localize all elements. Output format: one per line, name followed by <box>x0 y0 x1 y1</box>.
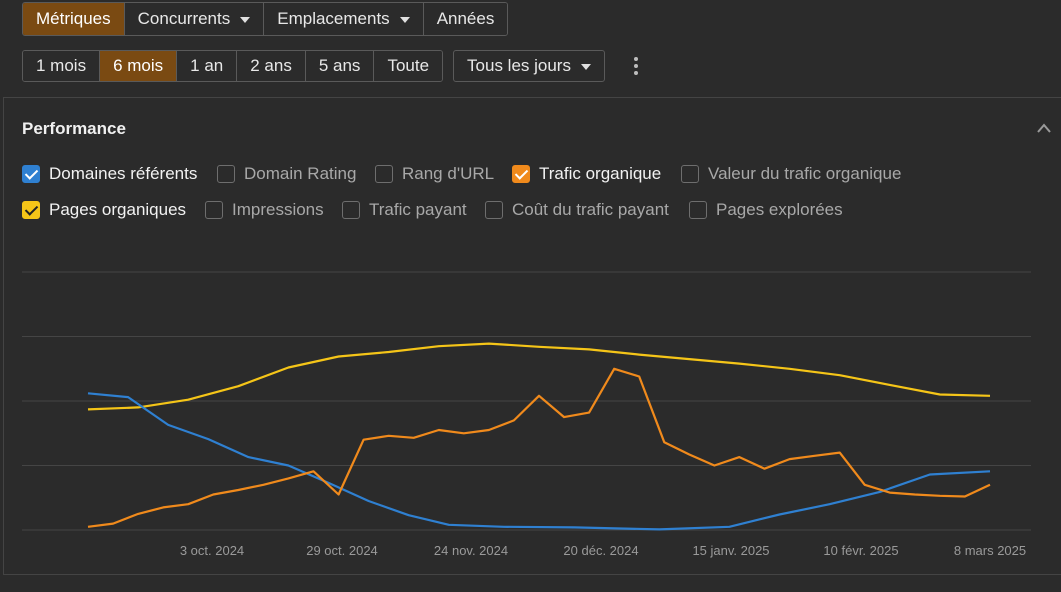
x-tick-label: 8 mars 2025 <box>954 543 1026 558</box>
x-tick-label: 24 nov. 2024 <box>434 543 508 558</box>
metric-cout-du-trafic-payant[interactable]: Coût du trafic payant <box>485 200 669 220</box>
metric-checkbox[interactable] <box>22 165 40 183</box>
metric-checkbox[interactable] <box>217 165 235 183</box>
range-label: Toute <box>387 56 430 75</box>
metric-impressions[interactable]: Impressions <box>205 200 324 220</box>
metric-trafic-payant[interactable]: Trafic payant <box>342 200 467 220</box>
metric-checkbox[interactable] <box>342 201 360 219</box>
series-line-0 <box>87 342 991 411</box>
metric-trafic-organique[interactable]: Trafic organique <box>512 164 661 184</box>
x-tick-label: 15 janv. 2025 <box>692 543 769 558</box>
tab-emplacements[interactable]: Emplacements <box>264 3 424 35</box>
metric-pages-organiques[interactable]: Pages organiques <box>22 200 186 220</box>
performance-panel <box>3 97 1061 575</box>
days-select-label: Tous les jours <box>467 56 571 75</box>
range-label: 6 mois <box>113 56 164 75</box>
metric-rang-d-url[interactable]: Rang d'URL <box>375 164 494 184</box>
tab-label: Emplacements <box>277 9 390 28</box>
metric-domaines-referents[interactable]: Domaines référents <box>22 164 197 184</box>
chevron-down-icon <box>240 17 251 23</box>
chevron-down-icon <box>580 64 591 70</box>
metric-label: Trafic payant <box>369 200 467 219</box>
metric-checkbox[interactable] <box>375 165 393 183</box>
range-label: 2 ans <box>250 56 292 75</box>
metric-valeur-du-trafic-organique[interactable]: Valeur du trafic organique <box>681 164 901 184</box>
tab-metriques[interactable]: Métriques <box>23 3 125 35</box>
range-toute[interactable]: Toute <box>374 51 443 81</box>
range-5-ans[interactable]: 5 ans <box>305 51 375 81</box>
series-line-2 <box>87 367 991 528</box>
tab-label: Concurrents <box>137 9 231 28</box>
metric-label: Domain Rating <box>244 164 357 183</box>
chevron-down-icon <box>399 17 410 23</box>
tab-annees[interactable]: Années <box>423 3 508 35</box>
range-label: 1 mois <box>36 56 87 75</box>
view-tabs: Métriques Concurrents Emplacements Années <box>22 2 509 36</box>
metric-label: Domaines référents <box>49 164 198 183</box>
series-line-1 <box>87 392 991 531</box>
x-tick-label: 29 oct. 2024 <box>306 543 378 558</box>
x-tick-label: 10 févr. 2025 <box>823 543 898 558</box>
metric-checkbox[interactable] <box>689 201 707 219</box>
metric-pages-explorees[interactable]: Pages explorées <box>689 200 843 220</box>
metric-label: Pages organiques <box>49 200 187 219</box>
metric-label: Trafic organique <box>539 164 662 183</box>
time-range-selector: 1 mois 6 mois 1 an 2 ans 5 ans Toute <box>22 50 444 82</box>
more-options-icon[interactable] <box>628 54 644 78</box>
metric-checkbox[interactable] <box>22 201 40 219</box>
x-tick-label: 3 oct. 2024 <box>180 543 244 558</box>
range-1-mois[interactable]: 1 mois <box>23 51 101 81</box>
tab-label: Métriques <box>36 9 111 28</box>
chevron-up-icon[interactable] <box>1036 122 1052 134</box>
performance-chart: 3 oct. 2024 29 oct. 2024 24 nov. 2024 20 dé… <box>22 271 1031 558</box>
metric-label: Pages explorées <box>716 200 843 219</box>
metric-label: Rang d'URL <box>402 164 495 183</box>
range-label: 1 an <box>190 56 224 75</box>
range-2-ans[interactable]: 2 ans <box>237 51 306 81</box>
range-1-an[interactable]: 1 an <box>177 51 238 81</box>
tab-label: Années <box>436 9 495 28</box>
metric-label: Coût du trafic payant <box>512 200 669 219</box>
metric-checkbox[interactable] <box>681 165 699 183</box>
metric-checkbox[interactable] <box>512 165 530 183</box>
metric-checkbox[interactable] <box>485 201 503 219</box>
x-tick-label: 20 déc. 2024 <box>563 543 638 558</box>
panel-title: Performance <box>22 119 126 138</box>
range-6-mois[interactable]: 6 mois <box>100 51 178 81</box>
days-select[interactable]: Tous les jours <box>453 50 605 82</box>
metric-label: Valeur du trafic organique <box>708 164 902 183</box>
metric-domain-rating[interactable]: Domain Rating <box>217 164 356 184</box>
metric-checkbox[interactable] <box>205 201 223 219</box>
metric-label: Impressions <box>232 200 324 219</box>
tab-concurrents[interactable]: Concurrents <box>124 3 265 35</box>
range-label: 5 ans <box>318 56 361 75</box>
